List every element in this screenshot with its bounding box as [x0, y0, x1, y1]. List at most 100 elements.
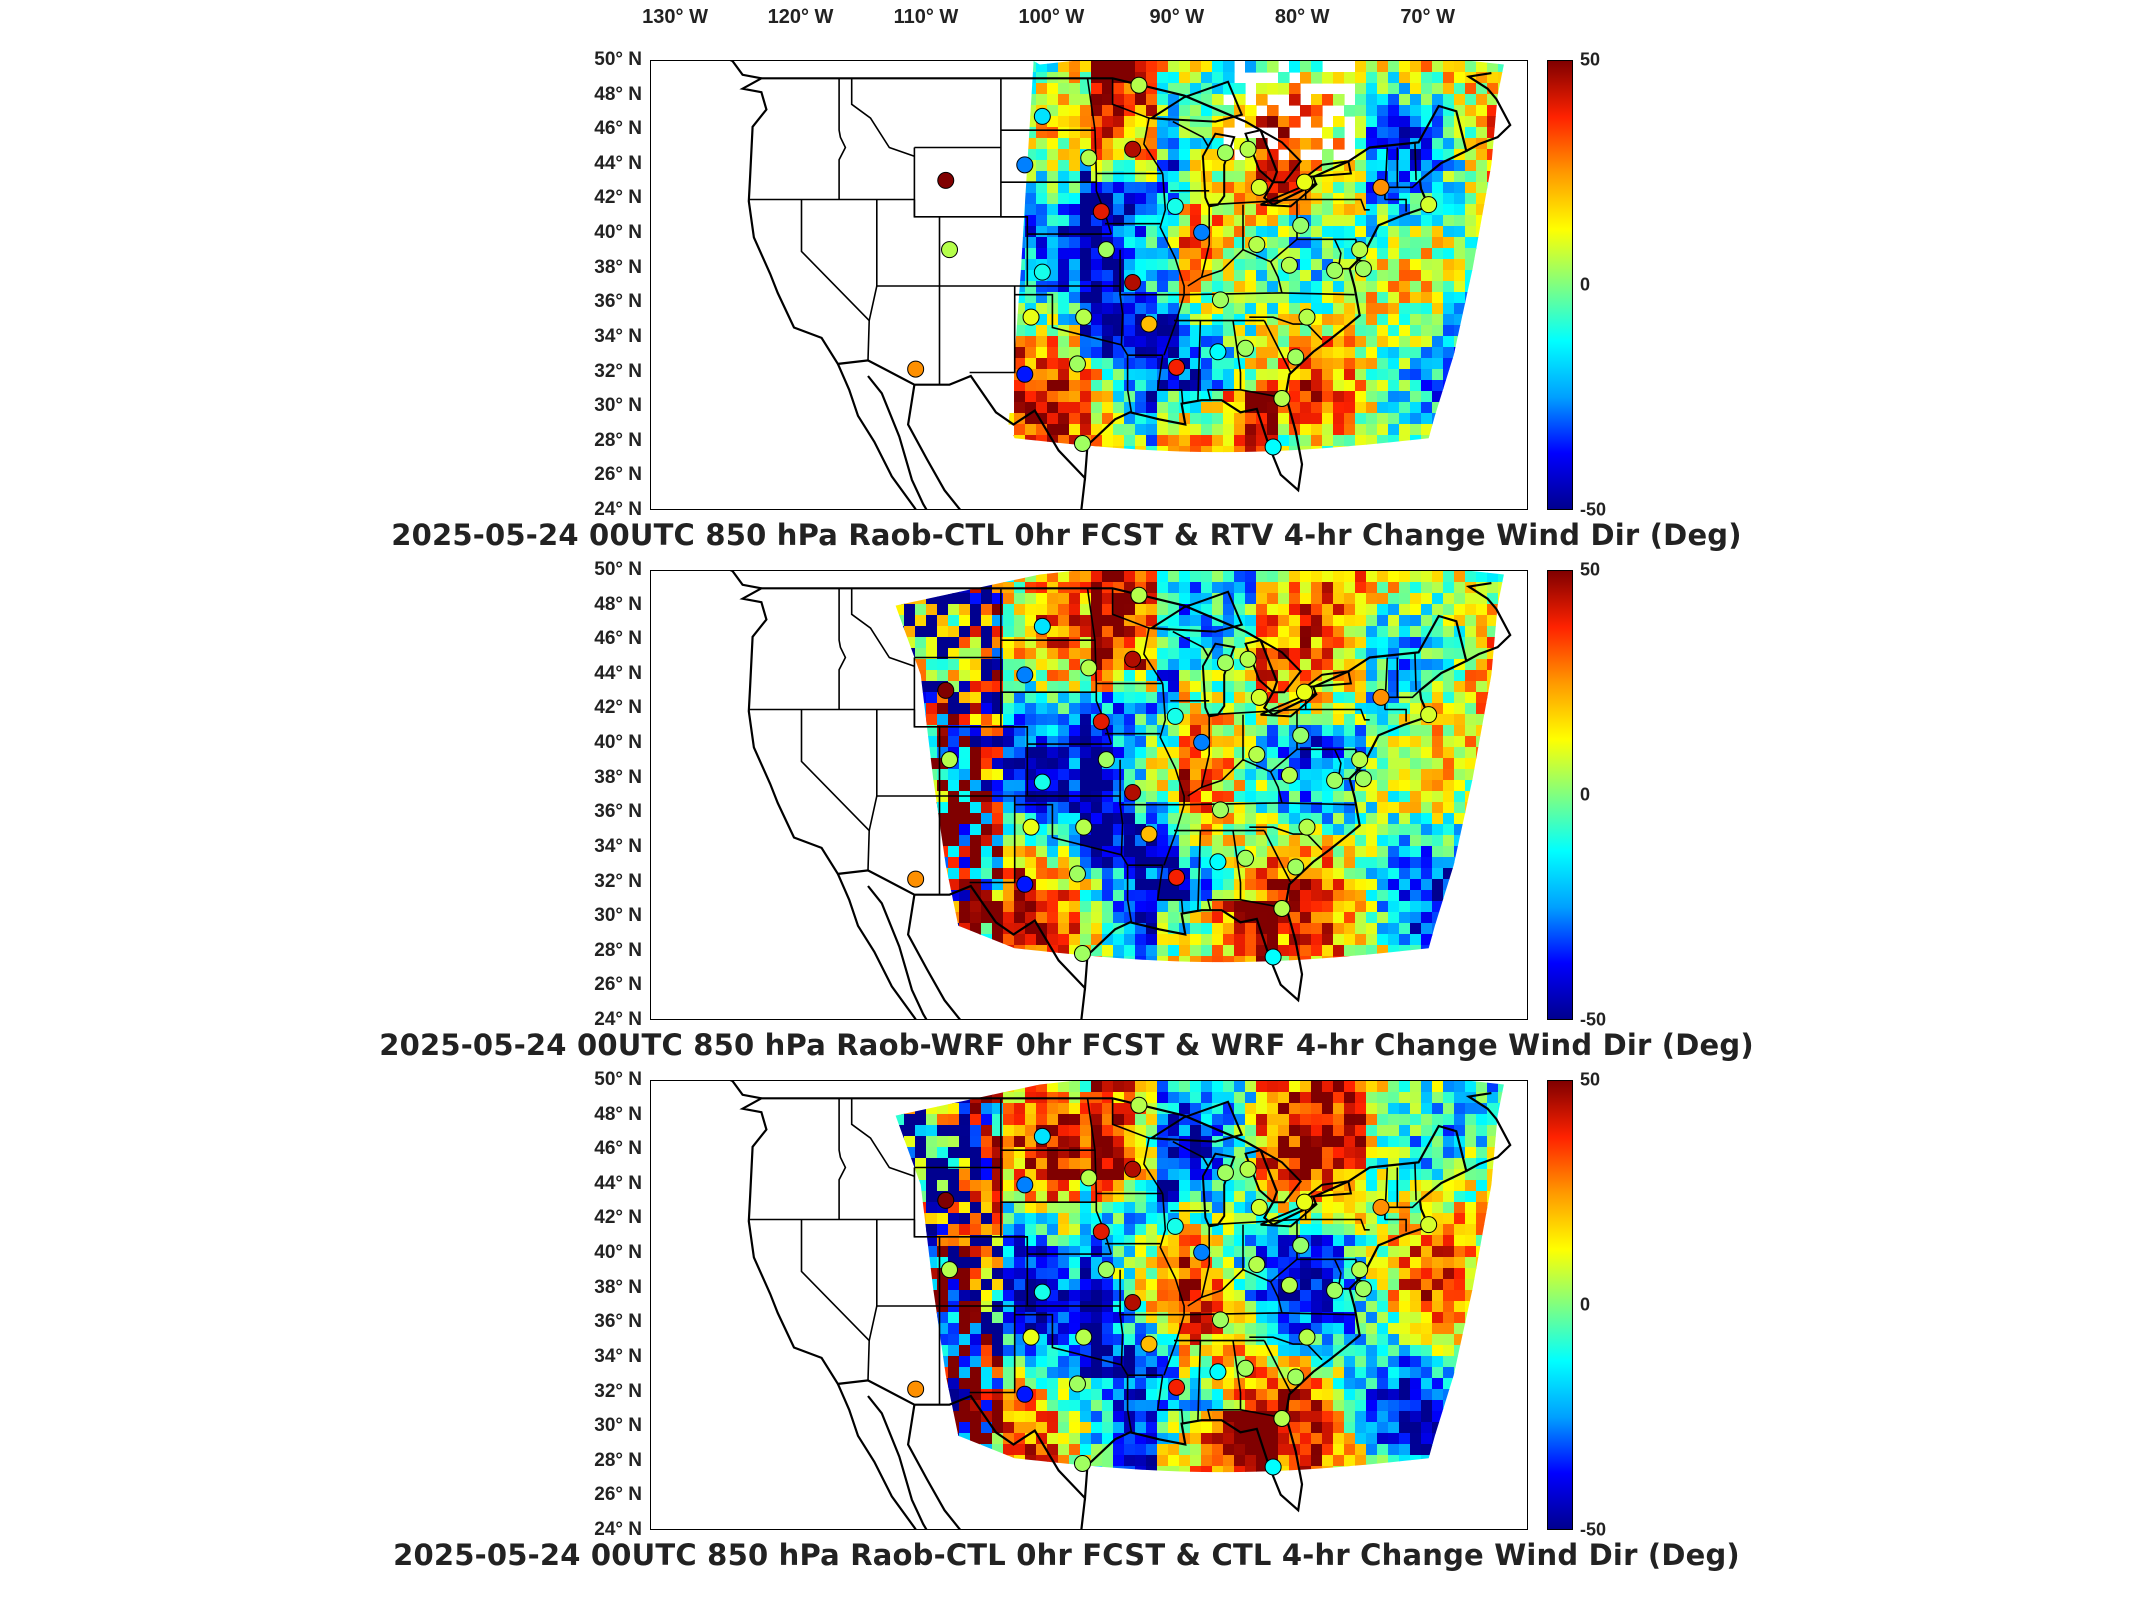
coastline [906, 894, 961, 1019]
coastline [739, 587, 1468, 1003]
lat-tick-label: 32° N [594, 360, 642, 382]
state-border [1270, 1258, 1298, 1283]
state-border [1201, 248, 1283, 294]
state-border [850, 78, 915, 157]
state-border [1111, 588, 1150, 629]
raob-station-marker [1168, 358, 1186, 376]
raob-stations [907, 1096, 1438, 1476]
lake-outline [1201, 132, 1236, 208]
state-border [1184, 802, 1282, 806]
lat-tick-label: 42° N [594, 697, 642, 719]
state-border [1297, 1218, 1370, 1231]
raob-station-marker [1292, 216, 1310, 234]
state-border [1384, 198, 1407, 212]
state-border [913, 147, 941, 385]
lat-tick-label: 24° N [594, 1519, 642, 1540]
raob-station-marker [1351, 241, 1369, 259]
coastline [836, 363, 928, 509]
colorbar-tick-min: -50 [1580, 1009, 1607, 1030]
raob-station-marker [941, 241, 959, 259]
raob-station-marker [1033, 263, 1051, 281]
state-border [838, 78, 847, 200]
raob-station-marker [1326, 261, 1344, 279]
raob-station-marker [1075, 818, 1093, 836]
lake-outline [1302, 1180, 1353, 1199]
state-border [1197, 320, 1202, 401]
raob-station-marker [1016, 666, 1034, 684]
coastline [1080, 987, 1087, 1019]
raob-station-marker [1092, 1223, 1110, 1241]
lat-tick-label: 26° N [594, 464, 642, 486]
state-border [1387, 1199, 1421, 1209]
lat-tick-label: 28° N [594, 939, 642, 961]
state-border [850, 588, 915, 667]
lat-tick-label: 38° N [594, 766, 642, 788]
map-canvas [729, 571, 1512, 1019]
raob-station-marker [1211, 1311, 1229, 1329]
map-boundaries [729, 1081, 1512, 1529]
colorbar-tick-min: -50 [1580, 1519, 1607, 1540]
raob-station-marker [1211, 291, 1229, 309]
raob-station-marker [1295, 173, 1313, 191]
raob-station-marker [1292, 1236, 1310, 1254]
raob-station-marker [1298, 818, 1316, 836]
panel-title: 2025-05-24 00UTC 850 hPa Raob-WRF 0hr FC… [379, 1028, 1754, 1062]
raob-station-marker [1326, 771, 1344, 789]
lon-tick-label: 80° W [1274, 6, 1330, 28]
raob-station-marker [1295, 683, 1313, 701]
raob-station-marker [1287, 348, 1305, 366]
coastline [1465, 1092, 1512, 1172]
coastline [1465, 72, 1512, 152]
raob-stations [907, 586, 1438, 966]
map-plot-area [650, 1080, 1528, 1530]
coastline [1080, 1497, 1087, 1529]
colorbar-tick-max: 50 [1580, 559, 1601, 580]
raob-station-marker [1022, 1328, 1040, 1346]
raob-station-marker [1193, 1243, 1211, 1261]
raob-station-marker [1209, 1363, 1227, 1381]
state-border [1111, 78, 1150, 119]
lat-tick-label: 44° N [594, 1172, 642, 1194]
raob-station-marker [1354, 1280, 1372, 1298]
lat-tick-label: 38° N [594, 256, 642, 278]
raob-station-marker [1016, 1176, 1034, 1194]
state-border [1270, 748, 1298, 773]
coastline [906, 1404, 961, 1529]
raob-station-marker [907, 1380, 925, 1398]
raob-station-marker [1280, 766, 1298, 784]
lat-tick-label: 26° N [594, 1484, 642, 1506]
raob-station-marker [941, 751, 959, 769]
state-border [1172, 630, 1209, 657]
coastline [836, 873, 928, 1019]
raob-station-marker [1239, 1160, 1257, 1178]
state-border [1201, 758, 1283, 804]
map-boundaries [729, 61, 1512, 509]
raob-station-marker [1140, 315, 1158, 333]
raob-station-marker [1097, 751, 1115, 769]
raob-station-marker [1033, 773, 1051, 791]
lat-tick-label: 32° N [594, 1380, 642, 1402]
state-border [800, 199, 870, 322]
lon-tick-label: 110° W [893, 6, 959, 28]
state-border [1209, 1218, 1298, 1226]
raob-station-marker [1016, 156, 1034, 174]
state-border [969, 796, 1016, 884]
raob-station-marker [1372, 688, 1390, 706]
state-border [867, 709, 878, 871]
raob-station-marker [907, 870, 925, 888]
lon-tick-label: 120° W [767, 6, 834, 28]
raob-station-marker [1292, 726, 1310, 744]
raob-station-marker [937, 1191, 955, 1209]
raob-station-marker [1140, 825, 1158, 843]
state-border [1414, 1162, 1417, 1201]
colorbar-tick-max: 50 [1580, 1069, 1601, 1090]
raob-station-marker [1354, 770, 1372, 788]
raob-station-marker [1033, 1127, 1051, 1145]
lake-outline [1244, 1149, 1303, 1204]
raob-station-marker [1075, 1328, 1093, 1346]
state-border [800, 709, 870, 832]
lat-tick-label: 34° N [594, 1345, 642, 1367]
state-border [1209, 708, 1298, 716]
state-border [1184, 1312, 1282, 1316]
state-border [1119, 759, 1133, 923]
